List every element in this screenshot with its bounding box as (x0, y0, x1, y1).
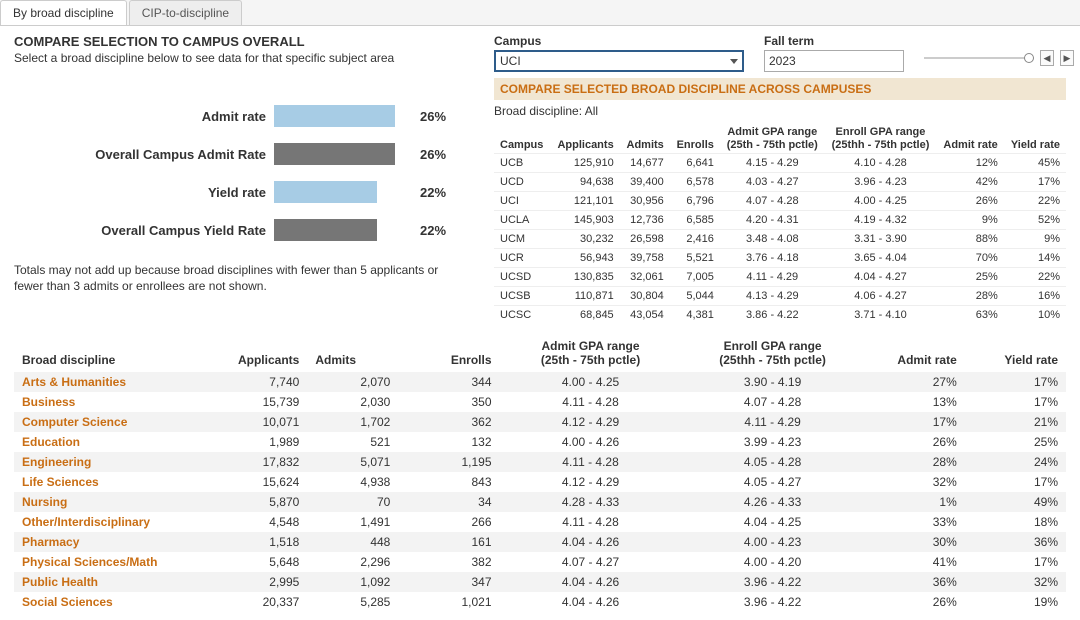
next-button[interactable]: ▶ (1060, 50, 1074, 66)
term-input[interactable]: 2023 (764, 50, 904, 72)
discipline-table: Broad disciplineApplicantsAdmitsEnrollsA… (14, 336, 1066, 612)
table-row[interactable]: Physical Sciences/Math5,6482,2963824.07 … (14, 552, 1066, 572)
column-header[interactable]: Yield rate (965, 336, 1066, 372)
tab-by-broad-discipline[interactable]: By broad discipline (0, 0, 127, 25)
bar-fill (274, 181, 377, 203)
bar-row: Yield rate 22% (14, 178, 474, 206)
table-row[interactable]: Computer Science10,0711,7023624.12 - 4.2… (14, 412, 1066, 432)
bar-value: 26% (420, 109, 446, 124)
bar-row: Admit rate 26% (14, 102, 474, 130)
campus-table: CampusApplicantsAdmitsEnrollsAdmit GPA r… (494, 124, 1066, 324)
table-row[interactable]: Public Health2,9951,0923474.04 - 4.263.9… (14, 572, 1066, 592)
table-row[interactable]: UCSD130,83532,0617,0054.11 - 4.294.04 - … (494, 268, 1066, 287)
column-header[interactable]: Admit GPA range(25th - 75th pctle) (500, 336, 682, 372)
bar-fill (274, 105, 395, 127)
term-filter-label: Fall term (764, 34, 904, 48)
bar-label: Overall Campus Yield Rate (14, 223, 274, 238)
column-header[interactable]: Yield rate (1004, 124, 1066, 154)
compare-campuses-header: COMPARE SELECTED BROAD DISCIPLINE ACROSS… (494, 78, 1066, 100)
table-row[interactable]: UCLA145,90312,7366,5854.20 - 4.314.19 - … (494, 211, 1066, 230)
campus-filter-label: Campus (494, 34, 744, 48)
chevron-down-icon (730, 59, 738, 64)
bar-row: Overall Campus Yield Rate 22% (14, 216, 474, 244)
bar-label: Yield rate (14, 185, 274, 200)
column-header[interactable]: Admit rate (864, 336, 965, 372)
section-title: COMPARE SELECTION TO CAMPUS OVERALL (14, 34, 474, 49)
totals-footnote: Totals may not add up because broad disc… (14, 262, 454, 294)
bar-value: 26% (420, 147, 446, 162)
tab-bar: By broad discipline CIP-to-discipline (0, 0, 1080, 26)
column-header[interactable]: Enrolls (398, 336, 499, 372)
broad-discipline-label: Broad discipline: All (494, 104, 1066, 118)
table-row[interactable]: Life Sciences15,6244,9388434.12 - 4.294.… (14, 472, 1066, 492)
bar-label: Overall Campus Admit Rate (14, 147, 274, 162)
column-header[interactable]: Admits (620, 124, 670, 154)
tab-cip-to-discipline[interactable]: CIP-to-discipline (129, 0, 242, 25)
column-header[interactable]: Enrolls (670, 124, 720, 154)
table-row[interactable]: Pharmacy1,5184481614.04 - 4.264.00 - 4.2… (14, 532, 1066, 552)
bar-fill (274, 219, 377, 241)
table-row[interactable]: UCI121,10130,9566,7964.07 - 4.284.00 - 4… (494, 192, 1066, 211)
table-row[interactable]: Other/Interdisciplinary4,5481,4912664.11… (14, 512, 1066, 532)
term-input-value: 2023 (769, 54, 796, 68)
table-row[interactable]: Engineering17,8325,0711,1954.11 - 4.284.… (14, 452, 1066, 472)
column-header[interactable]: Admits (307, 336, 398, 372)
column-header[interactable]: Admit rate (936, 124, 1004, 154)
term-slider[interactable] (924, 57, 1034, 59)
bar-label: Admit rate (14, 109, 274, 124)
table-row[interactable]: UCB125,91014,6776,6414.15 - 4.294.10 - 4… (494, 154, 1066, 173)
table-row[interactable]: Education1,9895211324.00 - 4.263.99 - 4.… (14, 432, 1066, 452)
table-row[interactable]: UCM30,23226,5982,4163.48 - 4.083.31 - 3.… (494, 230, 1066, 249)
column-header[interactable]: Campus (494, 124, 550, 154)
column-header[interactable]: Applicants (206, 336, 307, 372)
column-header[interactable]: Applicants (550, 124, 619, 154)
table-row[interactable]: Social Sciences20,3375,2851,0214.04 - 4.… (14, 592, 1066, 612)
bar-fill (274, 143, 395, 165)
table-row[interactable]: UCR56,94339,7585,5213.76 - 4.183.65 - 4.… (494, 249, 1066, 268)
table-row[interactable]: Business15,7392,0303504.11 - 4.284.07 - … (14, 392, 1066, 412)
column-header[interactable]: Enroll GPA range(25thh - 75th pctle) (825, 124, 937, 154)
rates-bar-chart: Admit rate 26% Overall Campus Admit Rate 26… (14, 102, 474, 244)
table-row[interactable]: UCD94,63839,4006,5784.03 - 4.273.96 - 4.… (494, 173, 1066, 192)
campus-select-value: UCI (500, 54, 521, 68)
column-header[interactable]: Broad discipline (14, 336, 206, 372)
prev-button[interactable]: ◀ (1040, 50, 1054, 66)
table-row[interactable]: UCSC68,84543,0544,3813.86 - 4.223.71 - 4… (494, 306, 1066, 325)
table-row[interactable]: UCSB110,87130,8045,0444.13 - 4.294.06 - … (494, 287, 1066, 306)
table-row[interactable]: Nursing5,87070344.28 - 4.334.26 - 4.331%… (14, 492, 1066, 512)
section-subtitle: Select a broad discipline below to see d… (14, 51, 474, 65)
bar-value: 22% (420, 223, 446, 238)
column-header[interactable]: Admit GPA range(25th - 75th pctle) (720, 124, 825, 154)
column-header[interactable]: Enroll GPA range(25thh - 75th pctle) (682, 336, 864, 372)
table-row[interactable]: Arts & Humanities7,7402,0703444.00 - 4.2… (14, 372, 1066, 392)
campus-select[interactable]: UCI (494, 50, 744, 72)
slider-handle[interactable] (1024, 53, 1034, 63)
bar-value: 22% (420, 185, 446, 200)
bar-row: Overall Campus Admit Rate 26% (14, 140, 474, 168)
